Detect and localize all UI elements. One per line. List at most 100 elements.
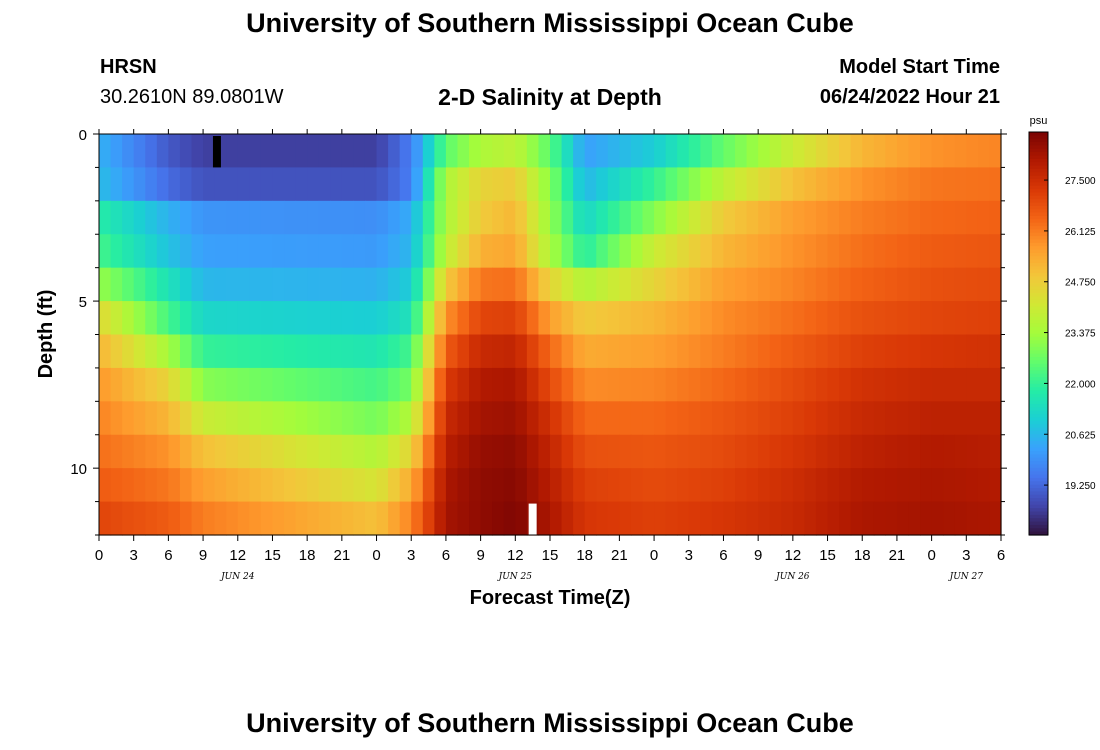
colorbar-segment [1029, 326, 1048, 331]
heatmap-cell [191, 367, 204, 402]
heatmap-cell [896, 234, 910, 269]
heatmap-cell [711, 367, 725, 402]
heatmap-cell [769, 434, 782, 469]
heatmap-cell [943, 167, 956, 202]
colorbar-segment [1029, 232, 1048, 237]
heatmap-cell [249, 334, 262, 369]
heatmap-cell [133, 401, 146, 436]
heatmap-cell [908, 434, 921, 469]
heatmap-cell [434, 200, 447, 235]
heatmap-cell [469, 234, 482, 269]
heatmap-cell [249, 401, 262, 436]
heatmap-cell [503, 434, 516, 469]
heatmap-cell [839, 367, 852, 402]
heatmap-cell [422, 334, 435, 369]
colorbar-unit-label: psu [1030, 115, 1048, 127]
heatmap-cell [515, 200, 528, 235]
colorbar-segment [1029, 199, 1048, 204]
heatmap-cell [284, 434, 297, 469]
heatmap-cell [237, 200, 250, 235]
heatmap-cell [330, 501, 343, 536]
heatmap-cell [607, 167, 620, 202]
heatmap-cell [469, 501, 482, 536]
heatmap-cell [353, 234, 366, 269]
heatmap-cell [399, 167, 412, 202]
heatmap-cell [492, 501, 505, 536]
colorbar-segment [1029, 212, 1048, 217]
heatmap-cell [411, 434, 424, 469]
heatmap-cell [226, 301, 239, 336]
footer-title: University of Southern Mississippi Ocean… [246, 708, 854, 738]
heatmap-cell [480, 468, 493, 503]
heatmap-cell [307, 167, 320, 202]
heatmap-cell [376, 301, 389, 336]
heatmap-cell [503, 267, 516, 302]
heatmap-cell [873, 234, 886, 269]
heatmap-cell [122, 334, 135, 369]
heatmap-cell [711, 200, 725, 235]
heatmap-cell [758, 234, 771, 269]
heatmap-cell [411, 267, 424, 302]
heatmap-cell [538, 167, 551, 202]
heatmap-cell [700, 434, 713, 469]
heatmap-cell [723, 134, 736, 169]
heatmap-cell [538, 234, 551, 269]
heatmap-cell [977, 301, 991, 336]
heatmap-cell [931, 134, 944, 169]
heatmap-cell [503, 367, 516, 402]
heatmap-cell [399, 468, 412, 503]
heatmap-cell [677, 301, 690, 336]
heatmap-cell [284, 301, 297, 336]
colorbar-segment [1029, 474, 1048, 479]
heatmap-cell [260, 334, 274, 369]
colorbar-segment [1029, 289, 1048, 294]
heatmap-cell [122, 501, 135, 536]
heatmap-cell [376, 501, 389, 536]
heatmap-cell [954, 234, 967, 269]
colorbar-segment [1029, 242, 1048, 247]
heatmap-cell [411, 134, 424, 169]
heatmap-cell [850, 401, 863, 436]
colorbar-segment [1029, 226, 1048, 230]
heatmap-cell [145, 334, 158, 369]
colorbar-segment [1029, 320, 1048, 325]
heatmap-cell [896, 434, 910, 469]
heatmap-cell [550, 200, 563, 235]
heatmap-cell [237, 434, 250, 469]
heatmap-cell [133, 468, 146, 503]
heatmap-cell [445, 334, 459, 369]
heatmap-cell [573, 167, 586, 202]
heatmap-cell [295, 334, 308, 369]
heatmap-cell [99, 301, 112, 336]
heatmap-cell [746, 134, 759, 169]
heatmap-cell [873, 301, 886, 336]
x-tick-label: 3 [407, 547, 415, 564]
heatmap-cell [758, 134, 771, 169]
heatmap-cell [168, 200, 181, 235]
x-tick-label: 15 [542, 547, 559, 564]
heatmap-cell [526, 301, 540, 336]
heatmap-cell [642, 367, 655, 402]
heatmap-cell [758, 468, 771, 503]
heatmap-cell [145, 234, 158, 269]
heatmap-cell [388, 200, 401, 235]
heatmap-cell [203, 301, 216, 336]
heatmap-cell [515, 167, 528, 202]
heatmap-cell [226, 200, 239, 235]
heatmap-cell [758, 401, 771, 436]
heatmap-cell [179, 401, 193, 436]
heatmap-cell [758, 167, 771, 202]
heatmap-cell [561, 334, 574, 369]
colorbar-segment [1029, 440, 1048, 445]
heatmap-cell [896, 468, 910, 503]
heatmap-cell [515, 434, 528, 469]
heatmap-cell [850, 334, 863, 369]
heatmap-cell [445, 134, 459, 169]
heatmap-cell [850, 301, 863, 336]
x-tick-label: 6 [997, 547, 1005, 564]
heatmap-cell [168, 367, 181, 402]
heatmap-cell [434, 134, 447, 169]
heatmap-cell [445, 267, 459, 302]
heatmap-cell [341, 134, 355, 169]
x-date-label: JUN 24 [219, 572, 255, 582]
